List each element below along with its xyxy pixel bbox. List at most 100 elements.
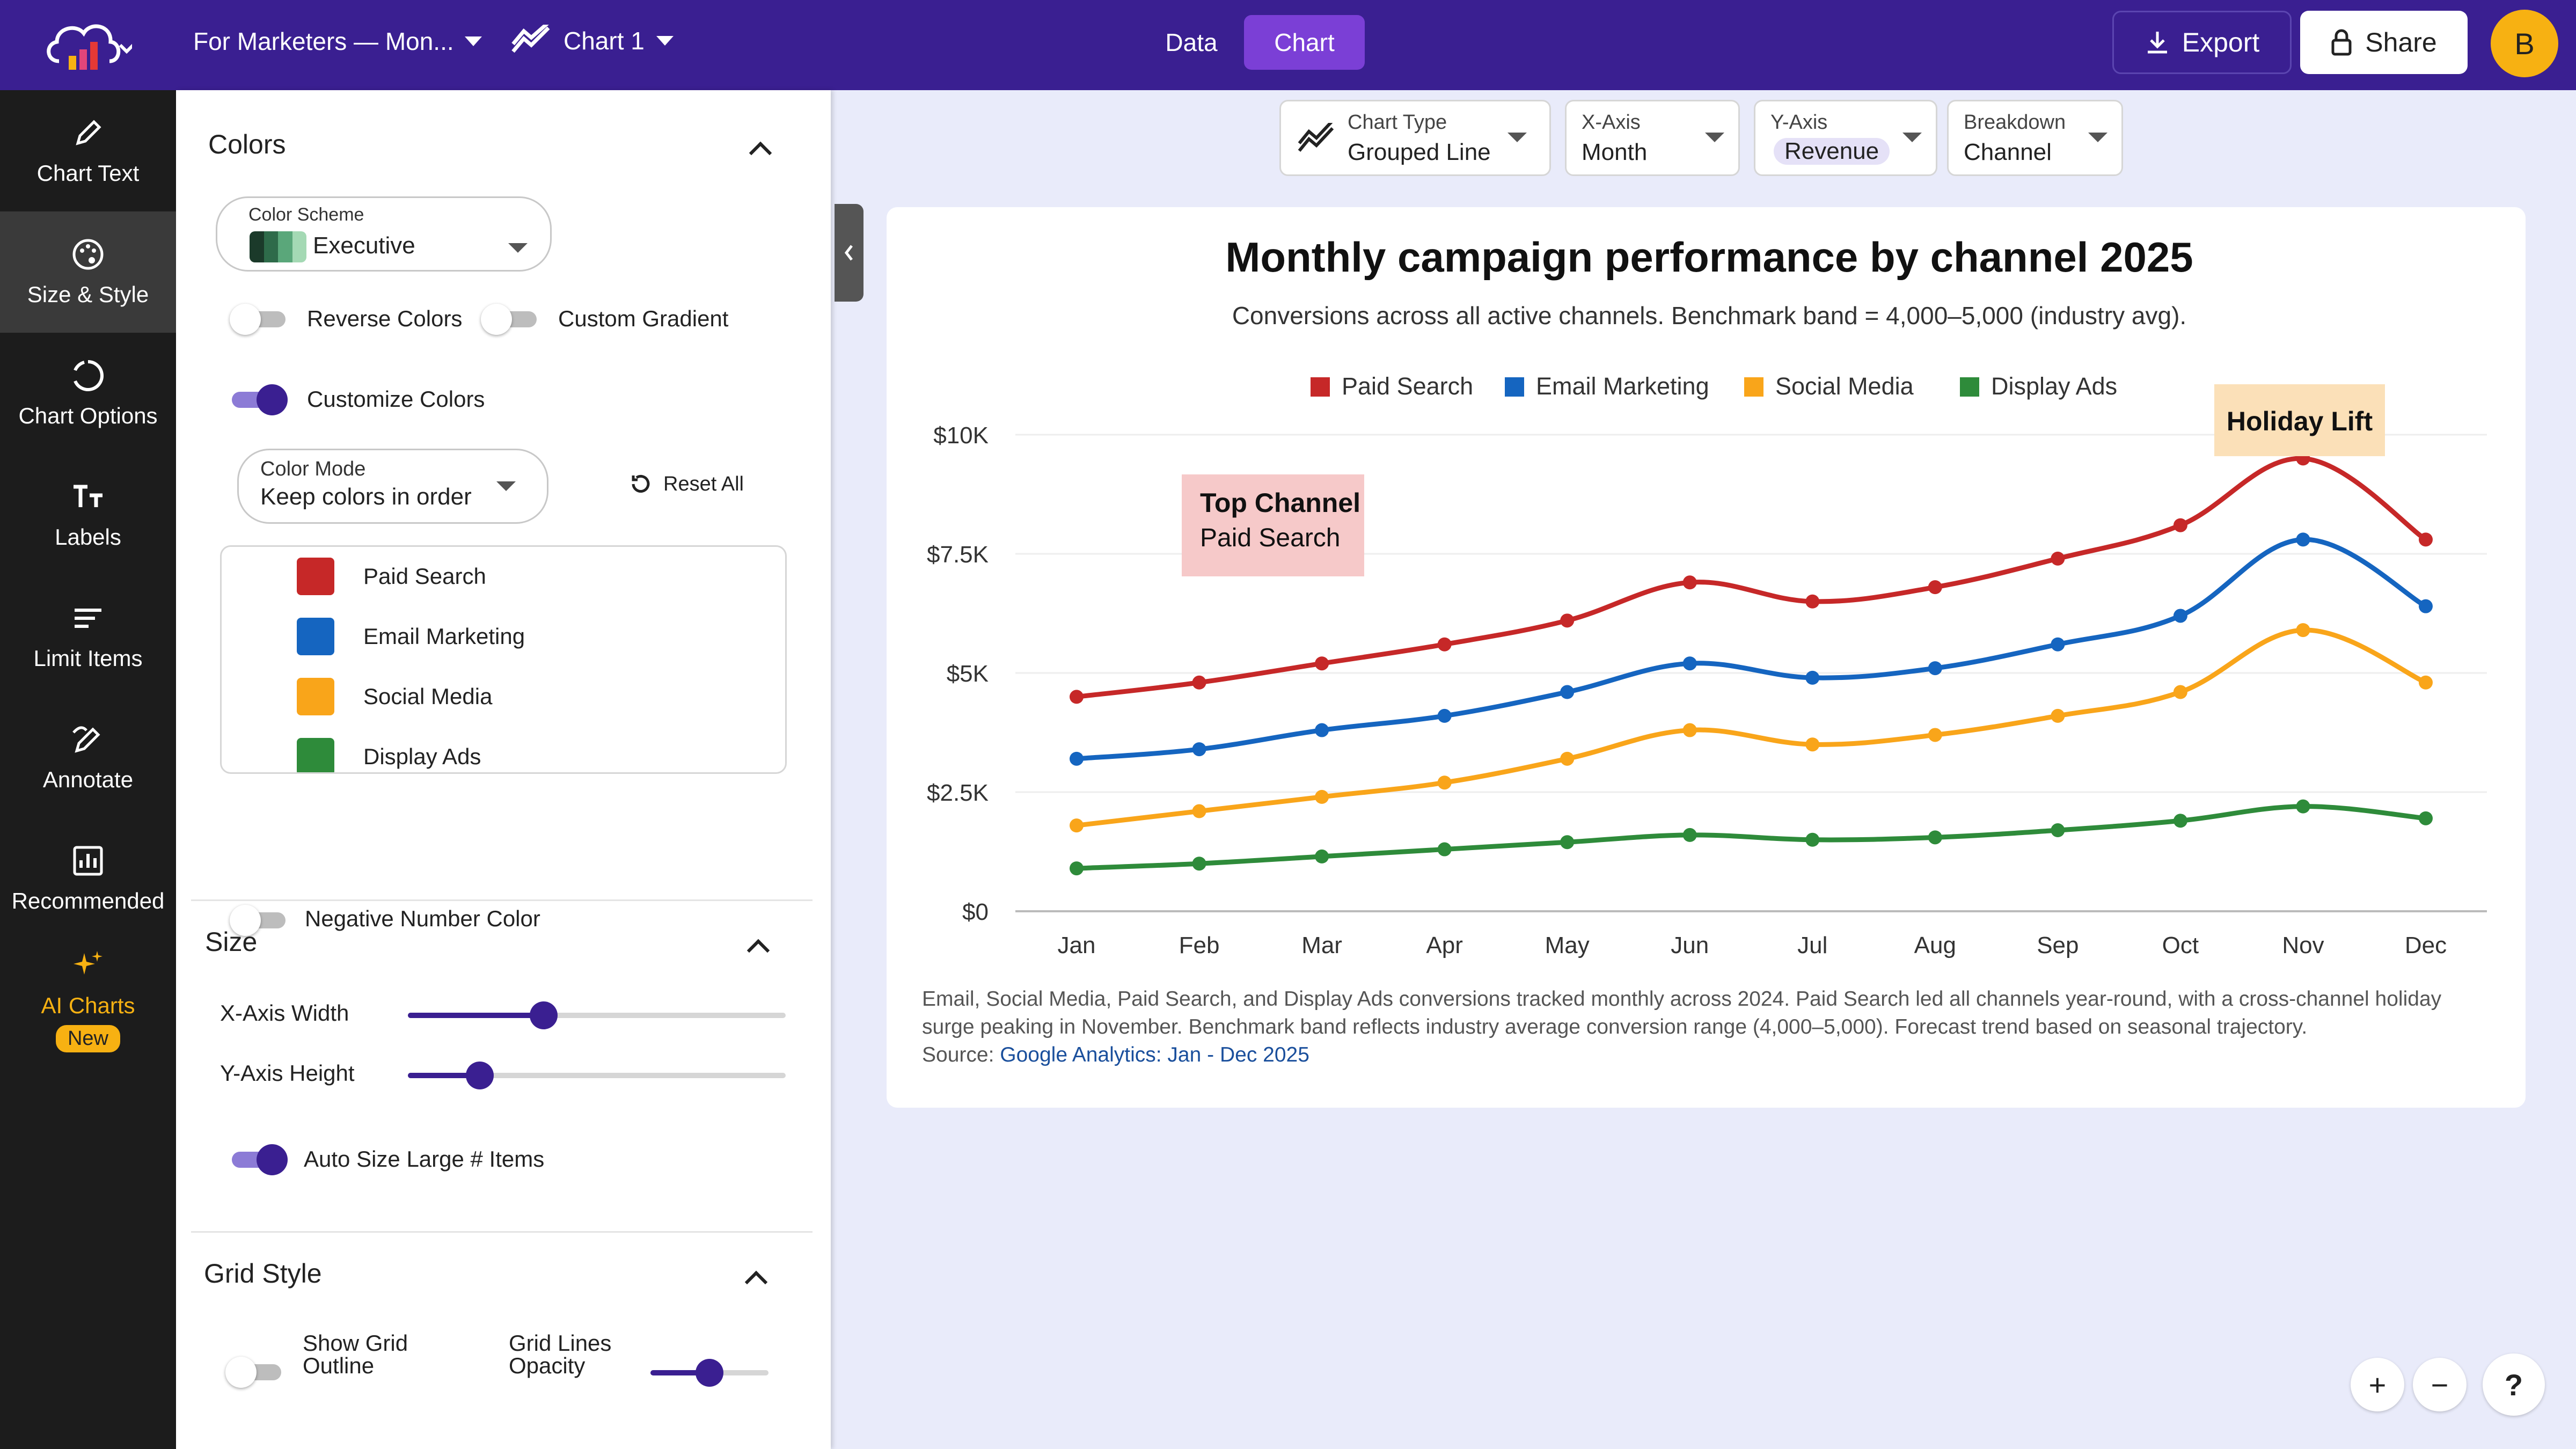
data-point[interactable] [1070,690,1084,704]
data-point[interactable] [2051,551,2065,566]
nav-item-ai-charts[interactable]: AI Charts New [0,939,176,1060]
reverse-colors-toggle[interactable] [230,304,286,335]
tab-chart[interactable]: Chart [1244,15,1365,70]
y-axis-height-slider[interactable] [408,1059,786,1092]
data-point[interactable] [1682,656,1697,671]
data-point[interactable] [2173,685,2187,699]
custom-gradient-toggle[interactable] [481,304,537,335]
data-point[interactable] [1928,830,1942,845]
series-line[interactable] [1074,804,2428,871]
zoom-in-button[interactable]: + [2351,1358,2404,1411]
data-point[interactable] [1437,842,1452,857]
data-point[interactable] [2296,799,2310,814]
nav-item-limit-items[interactable]: Limit Items [0,575,176,697]
customize-colors-toggle[interactable] [232,384,288,415]
data-point[interactable] [1315,656,1329,671]
collapse-size-icon[interactable] [747,939,770,962]
data-point[interactable] [1682,723,1697,737]
data-point[interactable] [1315,789,1329,804]
color-swatch[interactable] [297,618,334,655]
data-point[interactable] [2173,518,2187,532]
color-swatch[interactable] [297,738,334,772]
nav-item-recommended[interactable]: Recommended [0,818,176,939]
y-axis-select[interactable]: Y-Axis Revenue [1754,100,1937,176]
data-point[interactable] [1437,637,1452,652]
data-point[interactable] [1192,857,1206,871]
avatar[interactable]: B [2491,10,2558,77]
data-point[interactable] [2419,675,2433,690]
data-point[interactable] [1315,849,1329,863]
data-point[interactable] [1560,751,1575,766]
data-point[interactable] [1560,613,1575,628]
series-line[interactable] [1074,537,2428,762]
data-point[interactable] [1805,670,1820,685]
nav-item-labels[interactable]: Labels [0,454,176,575]
slider-thumb[interactable] [696,1359,723,1387]
data-point[interactable] [1805,832,1820,847]
data-point[interactable] [1192,742,1206,757]
color-mode-select[interactable]: Color Mode Keep colors in order [237,449,548,524]
slider-thumb[interactable] [530,1001,558,1029]
annotation-holiday-lift[interactable]: Holiday Lift [2214,384,2385,456]
annotation-top-channel[interactable]: Top Channel Paid Search [1182,474,1364,576]
color-swatch[interactable] [297,678,334,715]
grid-lines-opacity-slider[interactable] [650,1357,769,1389]
share-button[interactable]: Share [2300,11,2468,74]
legend-label[interactable]: Email Marketing [1536,372,1709,400]
data-point[interactable] [1805,594,1820,609]
data-point[interactable] [1682,828,1697,842]
chart-card[interactable]: Monthly campaign performance by channel … [887,207,2526,1108]
show-grid-outline-toggle[interactable] [225,1357,281,1388]
data-point[interactable] [2296,532,2310,547]
data-point[interactable] [2051,823,2065,838]
export-button[interactable]: Export [2112,11,2292,74]
data-point[interactable] [1928,661,1942,676]
data-point[interactable] [1682,575,1697,590]
data-point[interactable] [1070,861,1084,876]
app-logo-icon[interactable] [41,12,135,76]
color-item-social-media[interactable]: Social Media [297,678,492,715]
nav-item-chart-options[interactable]: Chart Options [0,333,176,454]
legend-label[interactable]: Display Ads [1991,372,2117,400]
series-line[interactable] [1074,627,2428,828]
color-scheme-select[interactable]: Color Scheme Executive [216,196,552,272]
help-button[interactable]: ? [2483,1353,2545,1416]
color-swatch[interactable] [297,558,334,595]
nav-item-chart-text[interactable]: Chart Text [0,90,176,211]
line-chart[interactable]: Monthly campaign performance by channel … [887,207,2526,1108]
collapse-grid-style-icon[interactable] [744,1270,768,1294]
nav-item-size-style[interactable]: Size & Style [0,211,176,333]
data-point[interactable] [1070,751,1084,766]
source-link[interactable]: Google Analytics: Jan - Dec 2025 [1000,1043,1309,1066]
data-point[interactable] [2296,623,2310,638]
color-item-email-marketing[interactable]: Email Marketing [297,618,525,655]
data-point[interactable] [1928,728,1942,742]
data-point[interactable] [1192,675,1206,690]
data-point[interactable] [1192,804,1206,818]
data-point[interactable] [1437,708,1452,723]
color-item-paid-search[interactable]: Paid Search [297,558,486,595]
reset-all-button[interactable]: Reset All [629,472,744,496]
data-point[interactable] [2419,532,2433,547]
collapse-colors-icon[interactable] [749,141,772,165]
chart-selector[interactable]: Chart 1 [511,25,674,57]
chart-type-select[interactable]: Chart Type Grouped Line [1279,100,1551,176]
data-point[interactable] [1070,818,1084,833]
project-title[interactable]: For Marketers — Mon... [193,27,482,56]
data-point[interactable] [2173,814,2187,828]
data-point[interactable] [2051,708,2065,723]
chart-title[interactable]: Monthly campaign performance by channel … [1225,233,2193,281]
data-point[interactable] [2173,609,2187,623]
data-point[interactable] [2419,811,2433,825]
data-point[interactable] [1560,835,1575,850]
negative-number-color-toggle[interactable] [230,905,286,936]
legend-label[interactable]: Social Media [1775,372,1914,400]
slider-thumb[interactable] [465,1062,494,1089]
zoom-out-button[interactable]: − [2413,1358,2467,1411]
tab-data[interactable]: Data [1138,15,1245,70]
breakdown-select[interactable]: Breakdown Channel [1947,100,2123,176]
data-point[interactable] [2051,637,2065,652]
data-point[interactable] [1315,723,1329,737]
x-axis-select[interactable]: X-Axis Month [1565,100,1740,176]
data-point[interactable] [1805,737,1820,752]
